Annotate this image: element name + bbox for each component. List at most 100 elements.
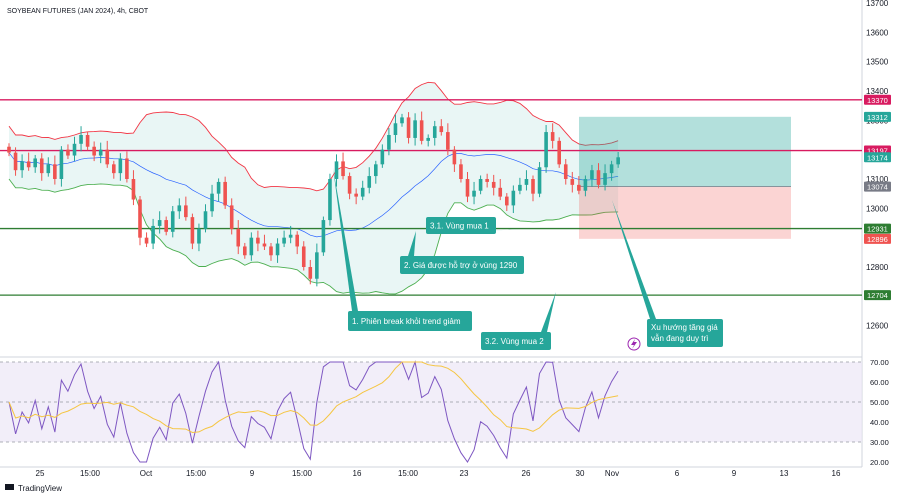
candle-body <box>170 211 175 232</box>
bollinger-basis <box>8 152 619 238</box>
candle-body <box>400 117 404 124</box>
time-tick-0: 25 <box>36 469 45 478</box>
candle-body <box>347 176 352 194</box>
price-badge-pos-0 <box>864 111 891 122</box>
candle-body <box>406 117 411 138</box>
price-axis[interactable]: 1260012800130001310013200133001340013500… <box>864 0 891 467</box>
lightning-icon[interactable] <box>627 337 641 351</box>
candle-body <box>92 146 96 156</box>
annotations: 1. Phiên break khỏi trend giảm 2. Giá đượ… <box>333 168 723 350</box>
candle-body <box>387 135 391 150</box>
rsi-ma-line <box>8 361 619 434</box>
time-tick-1: 15:00 <box>80 469 101 478</box>
price-badge-level-3 <box>864 290 891 301</box>
candle-body <box>249 237 254 256</box>
rsi-panel <box>0 360 862 463</box>
candle-body <box>380 149 385 165</box>
candle-body <box>341 161 345 177</box>
candle-body <box>577 184 581 191</box>
candle-body <box>39 158 44 174</box>
time-axis[interactable]: 25 15:00 Oct 15:00 9 15:00 16 15:00 23 26 30 Nov 6 9 1… <box>36 469 841 478</box>
candle-body <box>583 179 588 191</box>
candle-body <box>531 179 535 194</box>
rsi-tick-1: 30.00 <box>870 438 889 447</box>
time-tick-13: 9 <box>732 469 737 478</box>
annotation-text-3: 3.2. Vùng mua 2 <box>485 337 544 346</box>
candle-body <box>157 220 162 226</box>
candle-body <box>557 140 561 165</box>
candle-body <box>20 161 24 171</box>
candle-body <box>328 179 332 221</box>
annotation-text-4: Xu hướng tăng giá <box>651 323 718 332</box>
candle-body <box>563 164 568 179</box>
candle-body <box>491 181 496 188</box>
candle-body <box>105 149 110 165</box>
candle-body <box>544 132 548 168</box>
time-tick-12: 6 <box>675 469 680 478</box>
annotation-pointer-1 <box>408 231 416 256</box>
candle-body <box>229 205 234 229</box>
candle-body <box>315 252 319 279</box>
price-badge-pos-3 <box>864 233 891 244</box>
time-tick-8: 23 <box>460 469 469 478</box>
candle-body <box>125 158 129 179</box>
price-tick-7: 13500 <box>866 58 889 67</box>
candle-body <box>498 187 503 197</box>
candle-body <box>144 237 149 244</box>
candle-body <box>151 225 155 244</box>
annotation-box-0 <box>348 311 472 331</box>
candle-body <box>33 158 37 168</box>
rsi-line <box>8 360 619 463</box>
candle-body <box>308 267 313 279</box>
time-tick-2: Oct <box>140 469 153 478</box>
rsi-tick-3: 50.00 <box>870 398 889 407</box>
candle-body <box>184 205 188 218</box>
annotation-box-2 <box>426 217 496 234</box>
price-tick-6: 13400 <box>866 87 889 96</box>
candle-body <box>452 149 457 165</box>
candle-body <box>524 179 529 185</box>
price-badge-label-pos-3: 12896 <box>867 235 888 244</box>
annotation-pointer-0 <box>333 168 358 311</box>
candle-body <box>478 179 483 191</box>
candle-body <box>66 149 70 156</box>
price-badge-label-pos-0: 13312 <box>867 113 888 122</box>
time-tick-14: 13 <box>780 469 789 478</box>
time-tick-15: 16 <box>832 469 841 478</box>
candle-body <box>360 187 365 197</box>
candle-body <box>609 164 614 174</box>
price-badge-pos-2 <box>864 181 891 192</box>
candle-body <box>439 126 444 133</box>
tradingview-logo-text: TradingView <box>18 484 62 493</box>
time-tick-9: 26 <box>522 469 531 478</box>
candle-body <box>321 220 326 253</box>
candle-body <box>295 234 299 247</box>
candle-body <box>223 181 227 206</box>
candle-body <box>616 157 620 165</box>
candle-body <box>419 120 424 141</box>
price-badge-label-pos-2: 13074 <box>867 183 888 192</box>
price-badge-label-pos-1: 13174 <box>867 153 888 162</box>
candle-body <box>59 149 64 179</box>
candle-body <box>236 228 241 247</box>
long-position-zones <box>579 116 791 239</box>
candle-body <box>446 132 450 150</box>
candle-body <box>301 246 306 267</box>
annotation-box-4 <box>647 319 723 347</box>
tradingview-logo: TradingView <box>5 484 62 493</box>
candle-body <box>570 179 575 185</box>
price-badge-label-level-1: 13197 <box>867 147 888 156</box>
candle-body <box>164 220 168 232</box>
candle-body <box>197 228 201 244</box>
price-tick-1: 12800 <box>866 263 889 272</box>
candle-body <box>374 164 378 177</box>
candle-body <box>537 167 542 194</box>
annotation-box-1 <box>400 256 524 274</box>
bollinger-fill <box>9 82 619 294</box>
candle-body <box>85 135 90 147</box>
candle-body <box>511 190 516 206</box>
time-tick-11: Nov <box>605 469 619 478</box>
candle-body <box>98 149 103 156</box>
price-tick-8: 13600 <box>866 28 889 37</box>
